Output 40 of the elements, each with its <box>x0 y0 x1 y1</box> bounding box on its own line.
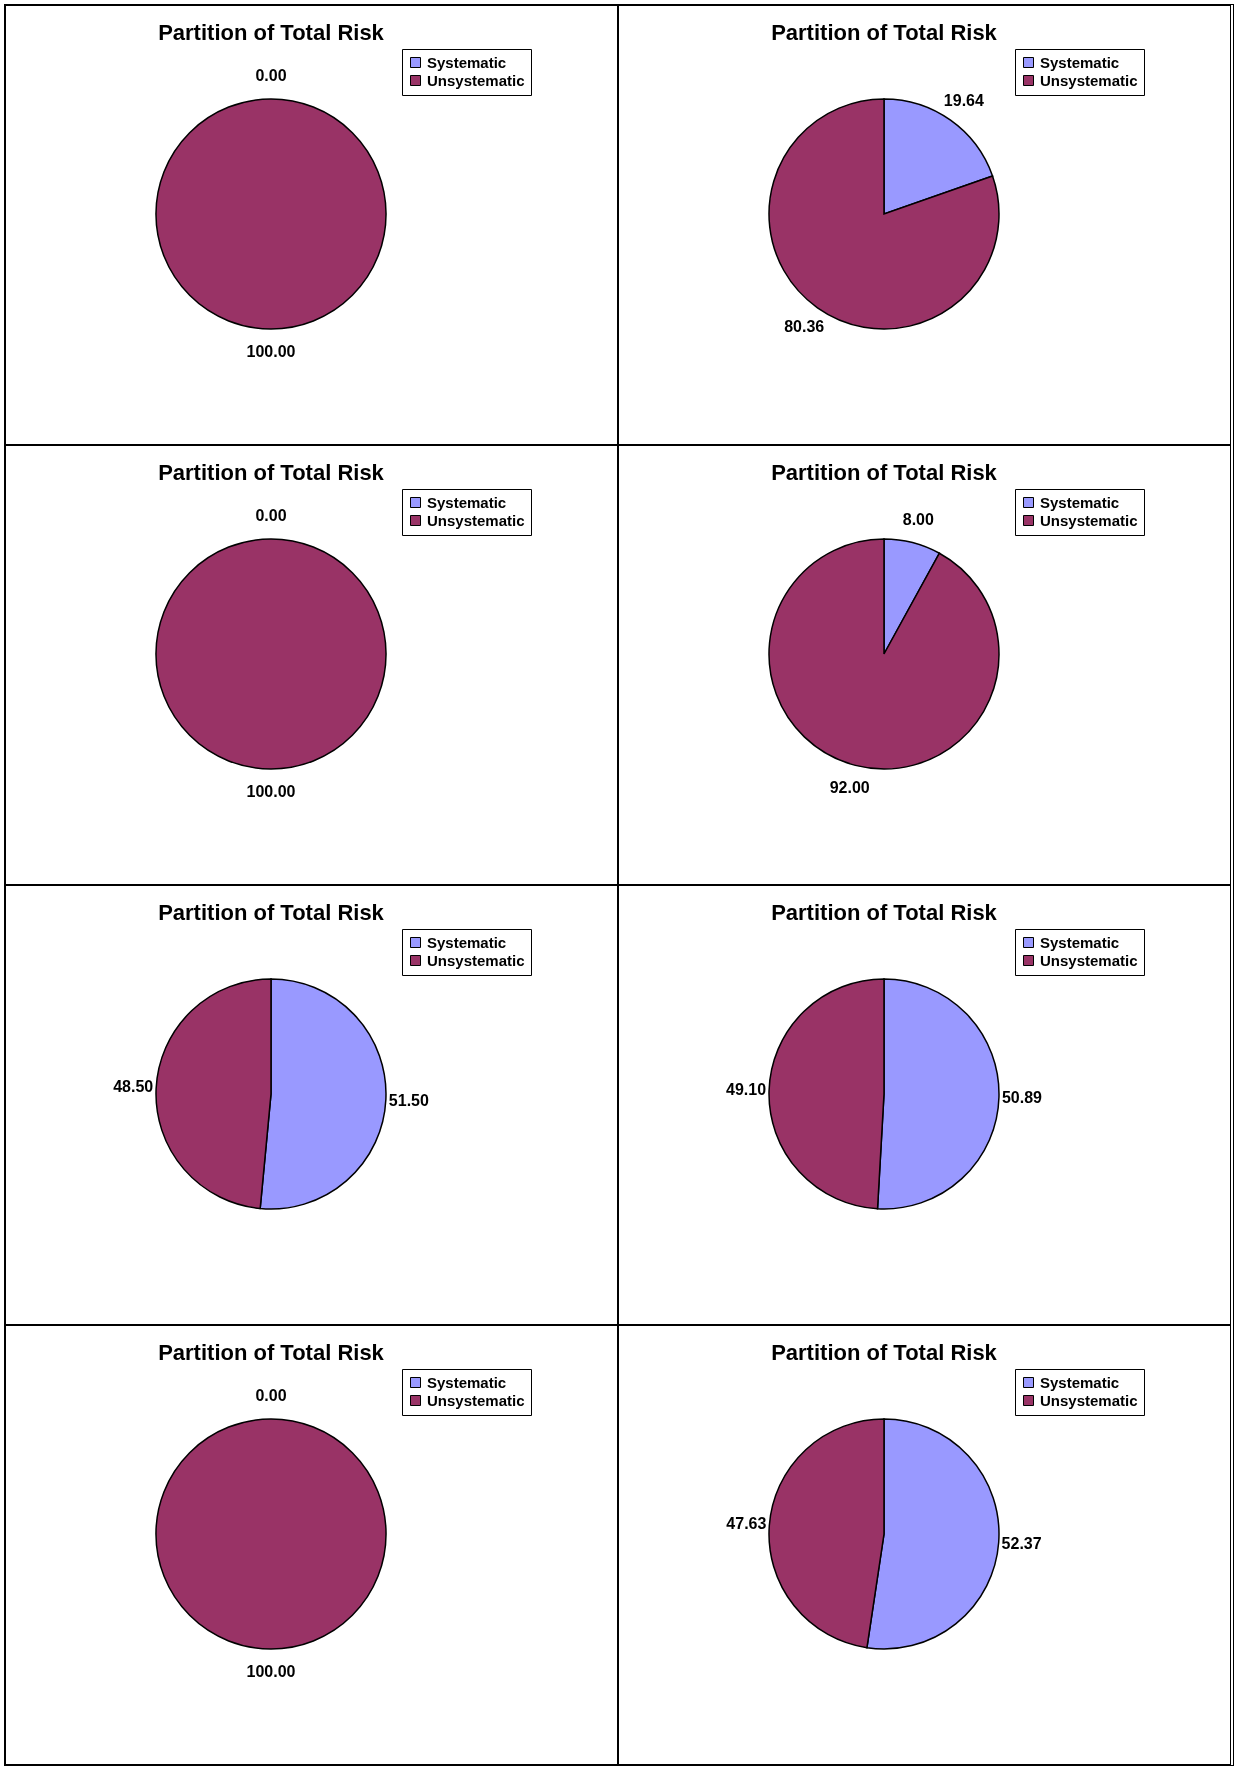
chart-title: Partition of Total Risk <box>771 899 998 925</box>
data-label: 100.00 <box>246 1663 296 1680</box>
chart-title: Partition of Total Risk <box>158 899 385 925</box>
chart-title: Partition of Total Risk <box>771 19 998 45</box>
chart-title: Partition of Total Risk <box>158 459 385 485</box>
legend-label: Unsystematic <box>427 71 525 89</box>
data-label: 48.50 <box>113 1078 154 1096</box>
legend-label: Unsystematic <box>1040 511 1138 529</box>
legend-label: Systematic <box>427 493 507 511</box>
legend-label: Systematic <box>1040 493 1120 511</box>
data-label: 80.36 <box>784 317 825 335</box>
legend-label: Unsystematic <box>1040 1391 1138 1409</box>
legend-label: Unsystematic <box>427 951 525 969</box>
data-label: 50.89 <box>1001 1088 1043 1106</box>
data-label: 92.00 <box>829 778 870 796</box>
data-label: 52.37 <box>1001 1535 1042 1553</box>
data-label: 51.50 <box>388 1091 429 1109</box>
data-label: 100.00 <box>246 783 296 800</box>
legend-label: Systematic <box>1040 53 1120 71</box>
text: 0.00 <box>255 1387 287 1404</box>
legend-label: Systematic <box>1040 1373 1120 1391</box>
data-label: 100.00 <box>246 343 296 360</box>
chart-title: Partition of Total Risk <box>771 459 998 485</box>
legend-label: Unsystematic <box>427 511 525 529</box>
chart-title: Partition of Total Risk <box>771 1339 998 1365</box>
data-label: 19.64 <box>943 92 984 110</box>
legend-label: Unsystematic <box>1040 71 1138 89</box>
chart-title: Partition of Total Risk <box>158 19 385 45</box>
legend-label: Unsystematic <box>427 1391 525 1409</box>
legend-label: Systematic <box>427 53 507 71</box>
legend-label: Systematic <box>1040 933 1120 951</box>
legend-label: Systematic <box>427 1373 507 1391</box>
chart-title: Partition of Total Risk <box>158 1339 385 1365</box>
text: 0.00 <box>255 67 287 84</box>
data-label: 8.00 <box>902 511 934 529</box>
legend-label: Systematic <box>427 933 507 951</box>
legend-label: Unsystematic <box>1040 951 1138 969</box>
data-label: 47.63 <box>726 1514 767 1532</box>
text: 0.00 <box>255 507 287 524</box>
data-label: 49.10 <box>726 1081 767 1099</box>
